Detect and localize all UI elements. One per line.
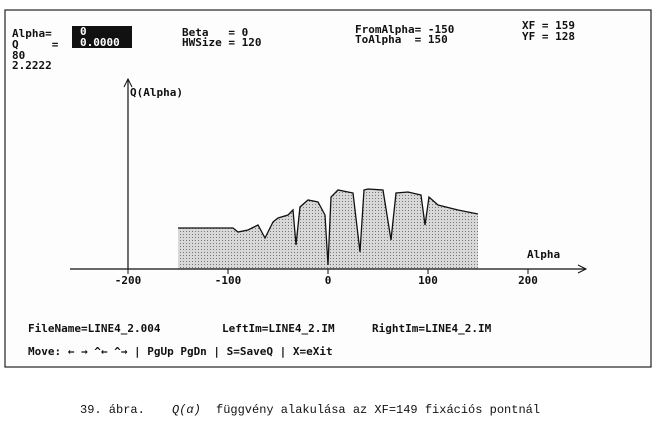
x-axis-arrow [577,264,588,274]
left-image: LeftIm=LINE4_2.IM [222,322,335,335]
from-alpha: FromAlpha= -150 [355,23,454,36]
caption-number: 39. ábra. [80,403,145,417]
xf: XF = 159 [522,19,575,32]
q-value: 0.0000 [80,36,120,49]
x-tick-label: 100 [418,274,438,287]
alpha-label: Alpha= [12,27,52,40]
right-image: RightIm=LINE4_2.IM [372,322,492,335]
input-highlight [72,26,132,48]
info-line: 80 [12,49,25,62]
x-tick-label: 0 [325,274,332,287]
caption-symbol: Q(α) [172,403,201,417]
y-axis-arrow [123,77,133,88]
line [178,188,479,266]
caption-text: függvény alakulása az XF=149 fixációs po… [216,403,540,417]
alpha-value: 0 [80,25,87,38]
key-help: Move: ← → ^← ^→ | PgUp PgDn | S=SaveQ | … [28,345,333,358]
beta: Beta = 0 [182,26,248,39]
screen [4,9,652,368]
hwsize: HWSize = 120 [182,36,261,49]
filename: FileName=LINE4_2.004 [28,322,161,335]
x-tick-label: 200 [518,274,538,287]
y-axis-label: Q(Alpha) [130,86,183,99]
to-alpha: ToAlpha = 150 [355,33,448,46]
q-label: Q = [12,38,59,51]
area [178,189,478,269]
yf: YF = 128 [522,30,575,43]
x-axis-label: Alpha [527,248,560,261]
x-tick-label: -200 [115,274,142,287]
info-line: 2.2222 [12,59,52,72]
x-tick-label: -100 [215,274,242,287]
